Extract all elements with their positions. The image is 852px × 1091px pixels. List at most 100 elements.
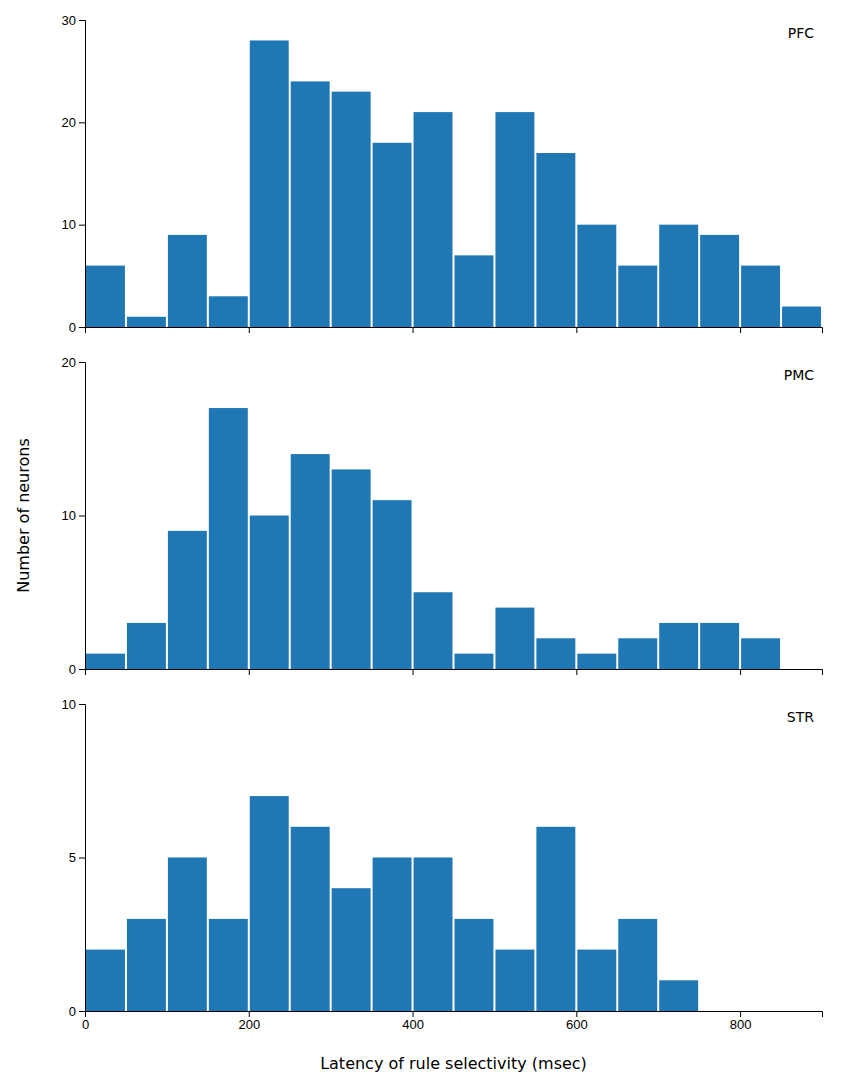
bar <box>700 623 739 669</box>
bar <box>414 112 453 327</box>
y-tick-mark <box>79 362 85 363</box>
bar <box>659 623 698 669</box>
x-tick-mark <box>740 327 741 333</box>
bar <box>209 919 248 1011</box>
x-tick: 600 <box>566 1011 588 1032</box>
bar <box>291 827 330 1011</box>
panel-label: STR <box>787 709 814 725</box>
y-tick-label: 0 <box>69 320 76 335</box>
bar <box>332 888 371 1011</box>
x-tick-mark <box>576 327 577 333</box>
panel-label: PFC <box>788 25 814 41</box>
y-tick-mark <box>79 327 85 328</box>
bar <box>741 266 780 327</box>
bar <box>455 255 494 327</box>
bar <box>414 858 453 1012</box>
y-tick: 20 <box>62 115 85 130</box>
x-tick <box>740 669 741 675</box>
y-tick: 10 <box>62 508 85 523</box>
bar <box>700 1011 739 1012</box>
panel: 01020PMC <box>62 355 823 677</box>
bar <box>536 153 575 327</box>
bar <box>536 827 575 1011</box>
bar <box>250 516 289 670</box>
bar <box>700 235 739 327</box>
x-tick <box>740 327 741 333</box>
y-tick: 0 <box>69 662 85 677</box>
bar <box>291 81 330 327</box>
bar <box>577 225 616 327</box>
y-tick: 10 <box>62 697 85 712</box>
x-tick <box>576 669 577 675</box>
bars <box>86 40 821 327</box>
x-tick-label: 400 <box>402 1017 424 1032</box>
y-tick-label: 0 <box>69 1004 76 1019</box>
bar <box>250 40 289 327</box>
bar <box>86 266 125 327</box>
y-tick: 20 <box>62 355 85 370</box>
bar <box>782 669 821 670</box>
x-tick: 200 <box>238 1011 260 1032</box>
x-tick-mark <box>249 327 250 333</box>
bar <box>618 919 657 1011</box>
bar <box>659 980 698 1011</box>
bar <box>86 950 125 1011</box>
y-tick: 10 <box>62 217 85 232</box>
bar <box>577 950 616 1011</box>
y-axis-title: Number of neurons <box>14 438 33 592</box>
x-tick <box>413 327 414 333</box>
bar <box>455 654 494 669</box>
y-tick: 0 <box>69 320 85 335</box>
x-tick-mark <box>740 1011 741 1017</box>
x-axis <box>86 327 823 333</box>
bar <box>373 143 412 327</box>
y-tick: 5 <box>69 850 85 865</box>
x-tick <box>249 327 250 333</box>
bar <box>495 608 534 669</box>
y-tick-label: 30 <box>62 13 76 28</box>
y-tick-mark <box>79 225 85 226</box>
y-tick-label: 20 <box>62 115 76 130</box>
bars <box>86 408 780 669</box>
x-tick-label: 800 <box>730 1017 752 1032</box>
x-tick-mark <box>413 327 414 333</box>
bar <box>209 296 248 327</box>
panel: 0 200 400 600 800 0 5 10 STR <box>62 697 823 1033</box>
y-tick-mark <box>79 1011 85 1012</box>
y-axis: 0 10 20 <box>62 355 86 677</box>
y-axis: 0 5 10 <box>62 697 86 1019</box>
x-tick-mark <box>413 669 414 675</box>
bar <box>659 225 698 327</box>
y-tick-mark <box>79 20 85 21</box>
bar <box>455 919 494 1011</box>
bar <box>250 796 289 1011</box>
y-tick: 0 <box>69 1004 85 1019</box>
y-tick-mark <box>79 858 85 859</box>
y-tick: 30 <box>62 13 85 28</box>
x-tick-mark <box>576 1011 577 1017</box>
bar <box>577 654 616 669</box>
panel: 0 10 20 30 PFC <box>62 13 823 335</box>
x-axis-line <box>86 1012 823 1018</box>
bar <box>332 92 371 327</box>
bar <box>782 1011 821 1012</box>
y-axis-line <box>79 363 86 670</box>
bar <box>168 858 207 1012</box>
bar <box>291 454 330 669</box>
x-axis-line <box>86 328 823 334</box>
bar <box>86 654 125 669</box>
x-tick <box>413 669 414 675</box>
y-tick-mark <box>79 516 85 517</box>
chart: 0102030PFC01020PMCNumber of neurons02004… <box>0 0 852 1091</box>
x-axis: 0 200 400 600 800 <box>82 1011 823 1032</box>
bar <box>741 1011 780 1012</box>
y-tick-label: 0 <box>69 662 76 677</box>
y-tick-label: 20 <box>62 355 76 370</box>
x-tick: 0 <box>82 1011 89 1032</box>
y-tick-label: 10 <box>62 697 76 712</box>
y-tick-label: 10 <box>62 508 76 523</box>
x-tick: 800 <box>730 1011 752 1032</box>
y-tick-mark <box>79 669 85 670</box>
x-axis-title: Latency of rule selectivity (msec) <box>320 1054 587 1073</box>
bar <box>495 112 534 327</box>
